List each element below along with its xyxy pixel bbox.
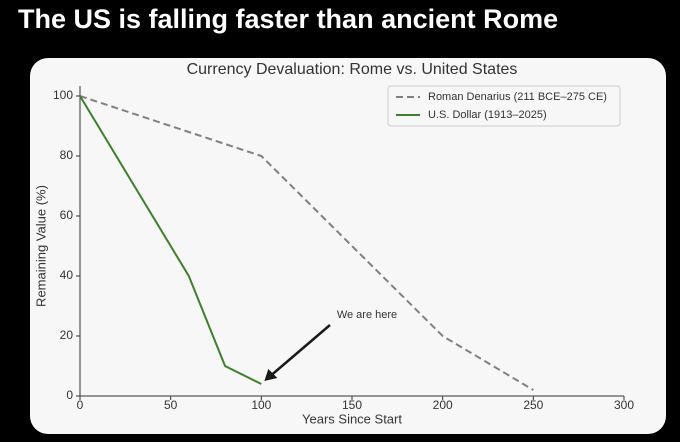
series-line — [79, 95, 262, 385]
annotation-arrow — [269, 324, 331, 377]
chart-title: Currency Devaluation: Rome vs. United St… — [187, 61, 518, 78]
headline: The US is falling faster than ancient Ro… — [18, 4, 559, 34]
x-tick-label: 150 — [342, 398, 362, 412]
x-tick-label: 100 — [251, 398, 271, 412]
y-tick-label: 60 — [60, 208, 74, 222]
y-tick-label: 40 — [60, 268, 74, 282]
y-axis-label: Remaining Value (%) — [33, 185, 48, 307]
x-tick-label: 50 — [164, 398, 178, 412]
series-line — [79, 95, 534, 391]
y-tick-label: 20 — [60, 328, 74, 342]
x-tick-label: 0 — [77, 398, 84, 412]
x-axis-label: Years Since Start — [302, 411, 402, 426]
y-tick-label: 80 — [60, 148, 74, 162]
legend-label: Roman Denarius (211 BCE–275 CE) — [428, 91, 607, 103]
legend-label: U.S. Dollar (1913–2025) — [428, 109, 547, 121]
x-tick-label: 300 — [614, 398, 634, 412]
annotation: We are here — [337, 309, 397, 321]
y-tick-label: 100 — [53, 88, 73, 102]
y-tick-label: 0 — [66, 388, 73, 402]
annotation-arrowhead — [264, 369, 278, 381]
legend-box — [387, 85, 621, 127]
x-tick-label: 250 — [523, 398, 543, 412]
x-tick-label: 200 — [433, 398, 453, 412]
